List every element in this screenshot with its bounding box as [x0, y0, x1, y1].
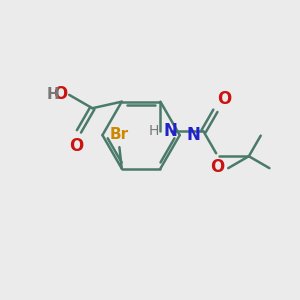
Text: Br: Br	[110, 128, 129, 142]
Text: N: N	[164, 122, 177, 140]
Text: N: N	[186, 125, 200, 143]
Text: O: O	[211, 158, 225, 176]
Text: O: O	[217, 90, 231, 108]
Text: O: O	[53, 85, 68, 103]
Text: O: O	[70, 137, 84, 155]
Text: H: H	[46, 87, 59, 102]
Text: H: H	[149, 124, 159, 138]
